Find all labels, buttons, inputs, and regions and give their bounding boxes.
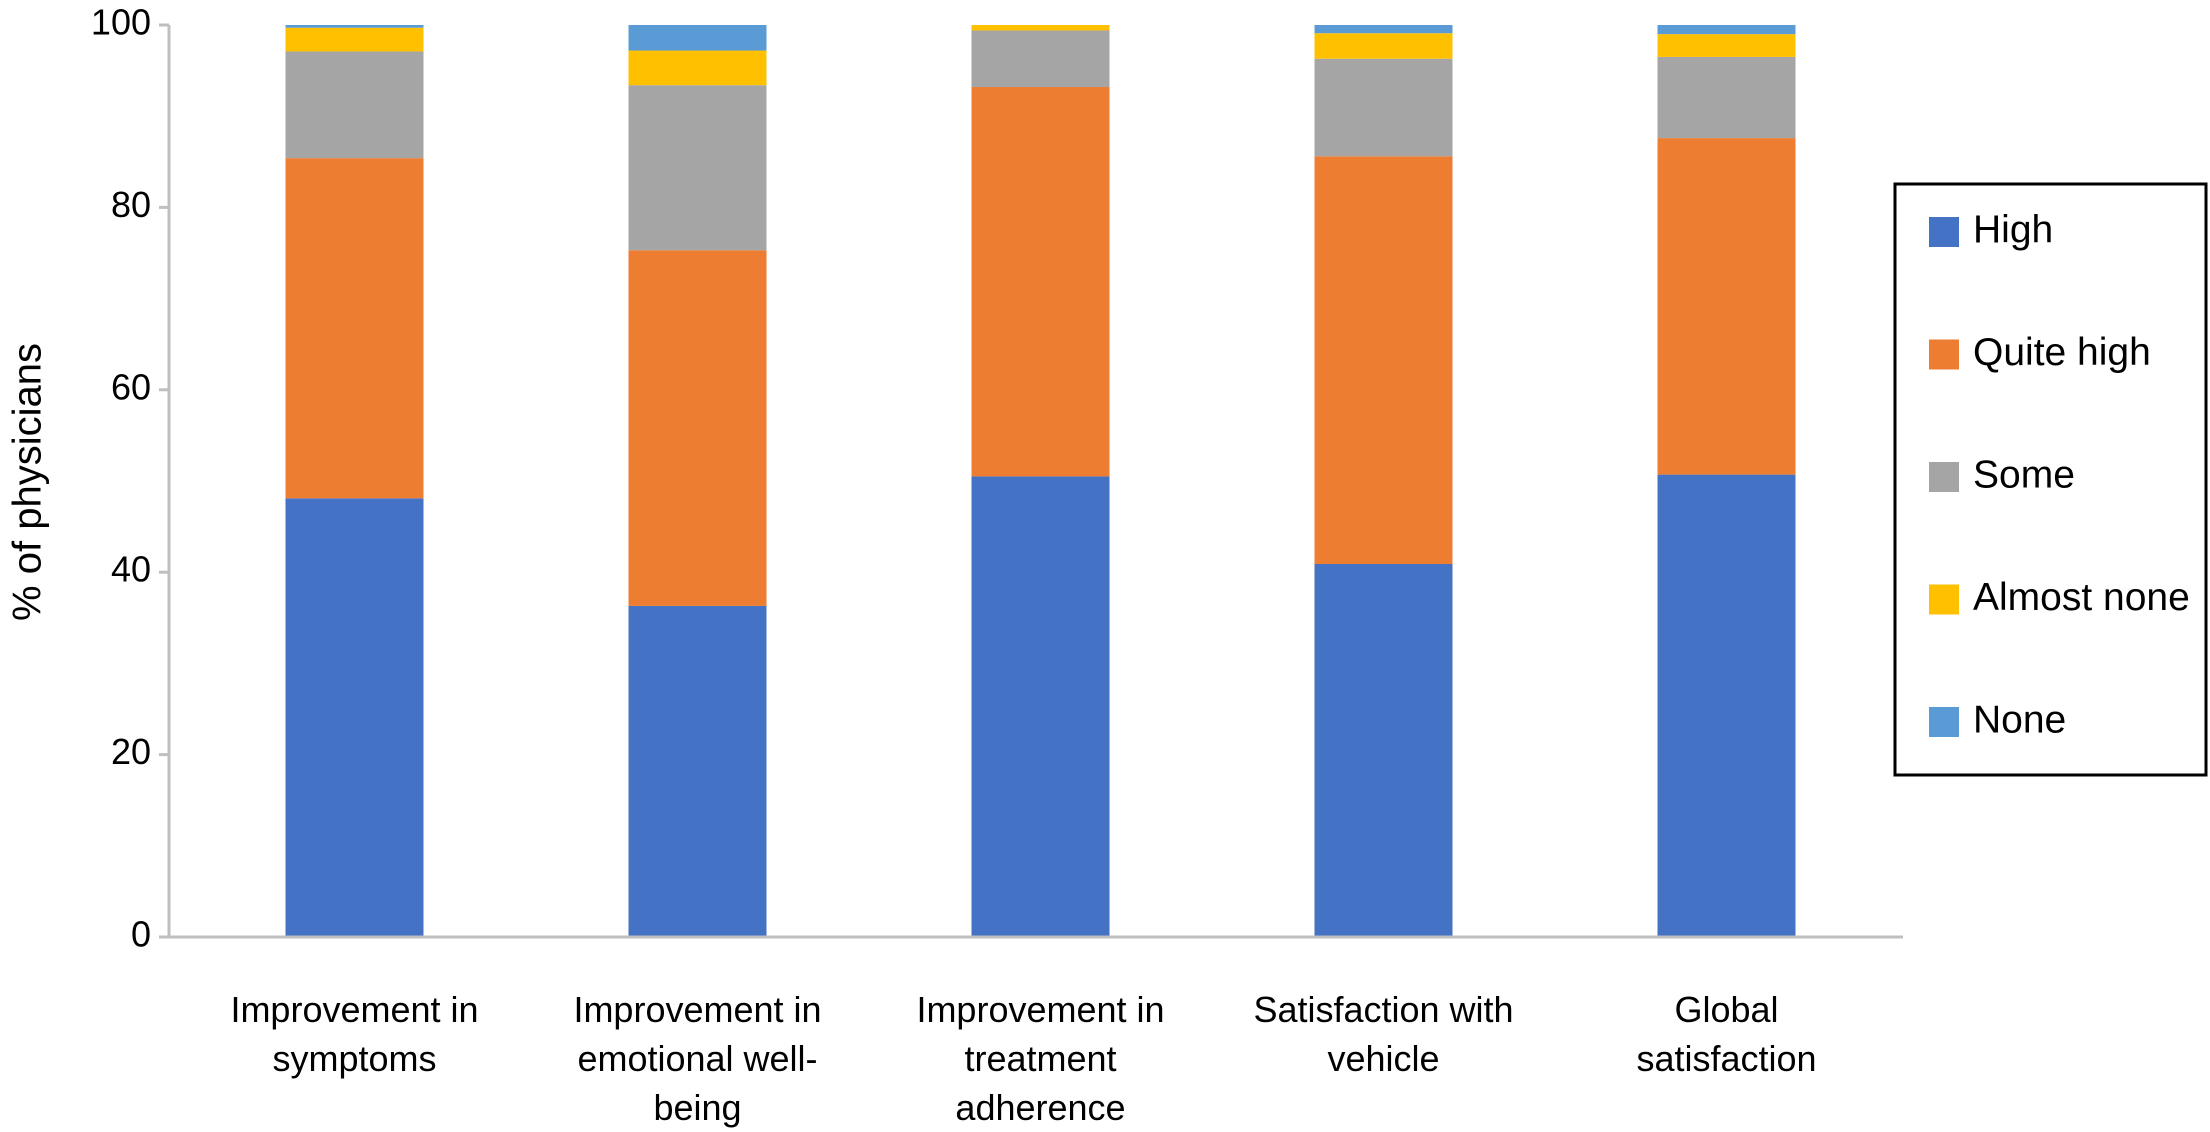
y-tick-label: 60 [111,366,151,407]
legend-swatch [1929,339,1959,370]
y-tick-label: 0 [131,914,151,955]
bar-segment [628,605,767,937]
bar-segment [1657,474,1796,937]
bar-segment [1314,563,1453,937]
bar-segment [1314,33,1453,59]
x-tick-label: Improvement in emotional well-being [573,989,822,1128]
y-axis-title: % of physicians [6,343,50,621]
legend-label: Almost none [1973,576,2190,619]
legend-label: High [1973,208,2053,251]
bar-segment [971,25,1110,31]
bar-segment [628,25,767,51]
legend-swatch [1929,462,1959,492]
x-tick-label: Satisfaction with vehicle [1253,989,1514,1079]
legend-swatch [1929,217,1959,247]
bar-segment [1657,34,1796,57]
y-tick-label: 100 [91,2,151,43]
bar-segment [1657,25,1796,35]
bar-segment [1314,156,1453,564]
bar-segment [971,30,1110,88]
x-tick-label: Improvement in treatment adherence [916,989,1165,1128]
y-tick-label: 80 [111,184,151,225]
bar-segment [1314,25,1453,34]
legend-swatch [1929,584,1959,615]
x-tick-label: Improvement in symptoms [230,989,479,1079]
bar-segment [628,50,767,86]
bar-segment [285,25,424,28]
bar-segment [1314,58,1453,157]
bar-segment [285,51,424,159]
legend-label: Some [1973,453,2075,496]
legend-swatch [1929,707,1959,737]
bar-segment [971,476,1110,937]
bar-segment [628,250,767,606]
bar-segment [971,87,1110,477]
bar-segment [628,85,767,251]
legend-label: Quite high [1973,331,2151,374]
x-tick-label: Global satisfaction [1636,989,1817,1079]
bar-segment [1657,138,1796,475]
bar-segment [285,27,424,52]
legend-label: None [1973,698,2066,741]
bar-segment [285,158,424,499]
bar-segment [285,498,424,937]
bar-segment [1657,56,1796,139]
y-tick-label: 40 [111,549,151,590]
y-tick-label: 20 [111,731,151,772]
